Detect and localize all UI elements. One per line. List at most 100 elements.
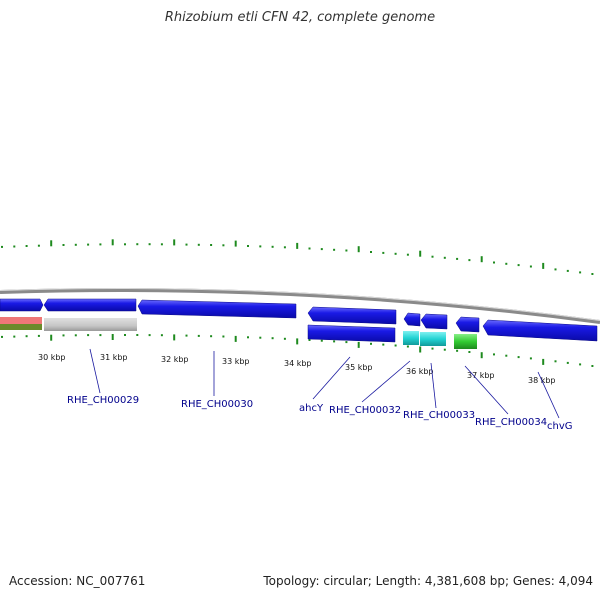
minor-tick xyxy=(210,244,213,246)
minor-tick xyxy=(456,257,459,260)
major-tick xyxy=(542,262,545,269)
minor-tick xyxy=(529,357,532,360)
minor-tick xyxy=(271,245,274,248)
minor-tick xyxy=(431,347,434,350)
scale-label: 32 kbp xyxy=(161,355,189,364)
rna-feature xyxy=(0,324,42,330)
major-tick xyxy=(173,334,176,341)
minor-tick xyxy=(222,244,225,247)
major-tick xyxy=(296,338,299,345)
minor-tick xyxy=(247,336,249,339)
minor-tick xyxy=(62,334,65,337)
minor-tick xyxy=(25,335,28,338)
scale-label: 35 kbp xyxy=(345,363,373,372)
minor-tick xyxy=(505,354,508,357)
minor-tick xyxy=(13,335,16,338)
gene-arrow xyxy=(307,306,397,325)
minor-tick xyxy=(566,361,569,364)
gene-arrow xyxy=(307,324,396,343)
minor-tick xyxy=(37,244,40,247)
minor-tick xyxy=(87,334,90,337)
accession-text: Accession: NC_007761 xyxy=(9,574,146,588)
gene-arrow xyxy=(420,313,448,330)
minor-tick xyxy=(308,339,311,341)
minor-tick xyxy=(406,253,409,256)
pseudogene-bar xyxy=(44,318,137,331)
minor-tick xyxy=(136,334,139,336)
minor-tick xyxy=(529,265,532,268)
major-tick xyxy=(111,239,114,246)
minor-tick xyxy=(259,245,262,248)
minor-tick xyxy=(591,365,594,367)
major-tick xyxy=(234,240,237,247)
gene-arrow xyxy=(403,312,421,327)
minor-tick xyxy=(394,344,397,347)
minor-tick xyxy=(493,353,495,356)
minor-tick xyxy=(74,334,77,337)
map-title: Rhizobium etli CFN 42, complete genome xyxy=(164,10,436,25)
minor-tick xyxy=(99,243,102,246)
major-tick xyxy=(296,242,299,249)
upper-tick-row xyxy=(1,239,594,275)
gene-labels: RHE_CH00029 RHE_CH00030 ahcY RHE_CH00032… xyxy=(67,395,573,432)
minor-tick xyxy=(517,264,520,267)
minor-tick xyxy=(333,248,336,251)
gene-arrow xyxy=(137,299,297,319)
reverse-strand xyxy=(0,317,477,349)
minor-tick xyxy=(148,334,151,337)
gene-arrow xyxy=(455,316,480,333)
minor-tick xyxy=(566,269,569,272)
major-tick xyxy=(419,250,422,257)
genome-backbone-highlight xyxy=(0,288,600,321)
minor-tick xyxy=(160,243,163,246)
minor-tick xyxy=(431,255,434,258)
minor-tick xyxy=(320,339,323,342)
minor-tick xyxy=(283,337,286,340)
minor-tick xyxy=(136,243,139,246)
gene-label: ahcY xyxy=(299,403,324,414)
scale-label: 34 kbp xyxy=(284,359,312,368)
gene-label: RHE_CH00033 xyxy=(403,410,475,421)
leader-line xyxy=(89,348,101,394)
lower-tick-row xyxy=(1,334,594,367)
minor-tick xyxy=(456,349,459,352)
gene-box xyxy=(420,332,446,346)
minor-tick xyxy=(493,261,495,264)
minor-tick xyxy=(160,334,163,337)
minor-tick xyxy=(1,335,3,338)
gene-label: RHE_CH00030 xyxy=(181,399,253,410)
minor-tick xyxy=(62,244,65,246)
gene-label: chvG xyxy=(547,421,573,432)
minor-tick xyxy=(591,273,594,275)
gene-arrow xyxy=(0,298,44,312)
gene-label: RHE_CH00032 xyxy=(329,405,401,416)
major-tick xyxy=(173,239,176,246)
minor-tick xyxy=(37,334,40,337)
minor-tick xyxy=(74,243,77,246)
gene-arrow xyxy=(43,298,137,312)
minor-tick xyxy=(210,335,213,338)
minor-tick xyxy=(554,268,557,271)
minor-tick xyxy=(468,259,471,262)
minor-tick xyxy=(259,336,262,339)
minor-tick xyxy=(124,334,126,336)
minor-tick xyxy=(406,345,409,348)
minor-tick xyxy=(370,342,372,345)
minor-tick xyxy=(382,251,385,254)
minor-tick xyxy=(87,243,90,246)
minor-tick xyxy=(370,251,372,253)
minor-tick xyxy=(308,247,311,250)
minor-tick xyxy=(554,360,557,363)
minor-tick xyxy=(517,356,520,359)
minor-tick xyxy=(185,334,188,337)
minor-tick xyxy=(394,252,397,255)
gene-arrow xyxy=(482,319,598,342)
minor-tick xyxy=(13,245,16,248)
minor-tick xyxy=(345,249,348,252)
major-tick xyxy=(480,256,483,263)
gene-label: RHE_CH00029 xyxy=(67,395,139,406)
leader-line xyxy=(537,371,560,419)
leader-line xyxy=(312,356,351,400)
gene-box xyxy=(454,334,477,349)
